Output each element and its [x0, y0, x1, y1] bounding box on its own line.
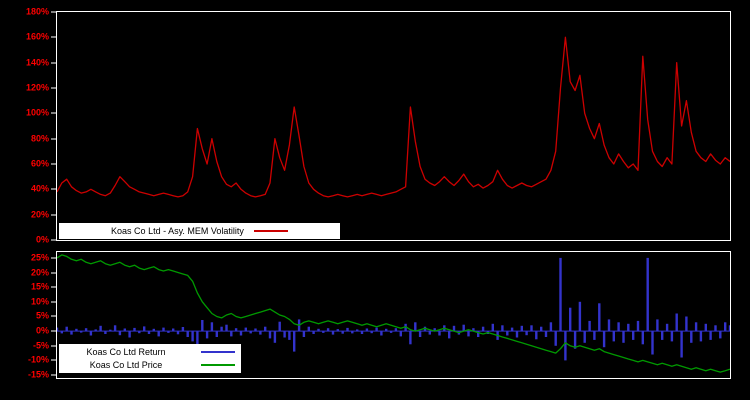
- volatility-legend: Koas Co Ltd - Asy. MEM Volatility: [59, 223, 340, 239]
- y-tick-mark: [51, 112, 56, 114]
- y-tick-mark: [51, 272, 56, 273]
- return-price-legend: Koas Co Ltd Return Koas Co Ltd Price: [59, 344, 241, 373]
- y-tick-label: 40%: [30, 183, 49, 194]
- y-tick-label: 160%: [25, 31, 49, 42]
- return-price-plot: Koas Co Ltd Return Koas Co Ltd Price -15…: [28, 251, 731, 379]
- y-tick-mark: [51, 359, 56, 361]
- y-tick-label: 20%: [30, 209, 49, 220]
- zero-line: [57, 330, 730, 332]
- y-tick-label: 100%: [25, 107, 49, 118]
- y-tick-mark: [51, 330, 56, 332]
- y-tick-mark: [51, 239, 56, 241]
- y-tick-label: 80%: [30, 133, 49, 144]
- y-tick-label: 20%: [30, 267, 49, 277]
- y-tick-mark: [51, 62, 56, 64]
- y-tick-label: 60%: [30, 158, 49, 169]
- y-tick-mark: [51, 301, 56, 303]
- price-line: [57, 254, 730, 373]
- y-tick-label: 15%: [30, 281, 49, 292]
- y-tick-mark: [51, 188, 56, 190]
- legend-row-return: Koas Co Ltd Return: [59, 347, 241, 357]
- y-tick-mark: [51, 11, 56, 13]
- y-tick-mark: [51, 163, 56, 165]
- y-tick-mark: [51, 87, 56, 89]
- y-tick-mark: [51, 374, 56, 376]
- y-tick-label: 5%: [35, 310, 49, 321]
- y-tick-label: 120%: [25, 82, 49, 93]
- volatility-plot: Koas Co Ltd - Asy. MEM Volatility 0% 20% 4…: [26, 7, 731, 244]
- y-tick-mark: [51, 257, 56, 259]
- y-tick-label: 180%: [25, 6, 49, 17]
- price-legend-line-sample: [201, 363, 235, 366]
- return-legend-line-sample: [201, 351, 235, 354]
- y-tick-mark: [51, 214, 56, 216]
- volatility-legend-line-sample: [253, 230, 288, 232]
- volatility-line: [57, 36, 730, 198]
- y-tick-mark: [51, 36, 56, 38]
- y-tick-label: 10%: [30, 296, 49, 307]
- y-tick-mark: [51, 345, 56, 347]
- y-tick-mark: [51, 286, 56, 288]
- y-tick-mark: [51, 315, 56, 317]
- y-tick-label: -15%: [27, 369, 49, 380]
- return-price-chart-canvas: [57, 254, 730, 373]
- volatility-chart-canvas: [57, 36, 730, 198]
- y-tick-label: -10%: [27, 354, 49, 365]
- y-tick-label: 25%: [30, 252, 49, 263]
- legend-row-price: Koas Co Ltd Price: [59, 360, 241, 370]
- return-legend-label: Koas Co Ltd Return: [86, 347, 166, 358]
- y-tick-label: 0%: [35, 325, 49, 336]
- price-legend-label: Koas Co Ltd Price: [89, 359, 163, 370]
- y-tick-label: -5%: [32, 340, 49, 351]
- y-tick-mark: [51, 138, 56, 140]
- y-tick-label: 140%: [25, 57, 49, 68]
- y-tick-label: 0%: [35, 234, 49, 245]
- volatility-legend-label: Koas Co Ltd - Asy. MEM Volatility: [111, 225, 244, 236]
